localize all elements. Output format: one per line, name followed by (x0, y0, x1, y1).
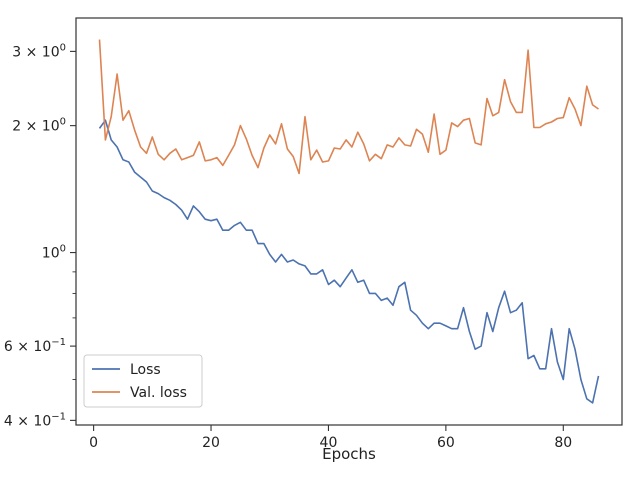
y-tick-label: 2 × 100 (12, 117, 66, 135)
y-tick-exponent: 0 (60, 117, 66, 128)
y-tick-label: 3 × 100 (12, 42, 66, 60)
y-tick-base: 10 (42, 246, 60, 262)
legend-box (83, 354, 203, 408)
y-tick-label: 6 × 10−1 (4, 337, 66, 355)
y-tick-exponent: −1 (51, 411, 66, 422)
y-tick-base: 4 × 10 (4, 413, 51, 429)
x-tick-label: 60 (437, 435, 455, 451)
x-tick-label: 20 (202, 435, 220, 451)
legend-label: Val. loss (130, 385, 187, 401)
series-layer (98, 39, 600, 404)
legend: Loss Val. loss (83, 354, 203, 408)
plot-frame (75, 17, 623, 426)
x-axis-label: Epochs (322, 445, 376, 463)
y-tick-exponent: 0 (60, 244, 66, 255)
x-tick-label: 80 (554, 435, 572, 451)
y-tick-base: 6 × 10 (4, 339, 51, 355)
y-tick-label: 100 (42, 244, 66, 262)
x-tick-label: 40 (320, 435, 338, 451)
y-tick-exponent: 0 (60, 42, 66, 53)
series-line-loss (98, 119, 600, 404)
legend-label: Loss (130, 362, 161, 378)
y-tick-base: 2 × 10 (12, 119, 59, 135)
series-line-val-loss (98, 39, 599, 175)
x-tick-label: 0 (89, 435, 98, 451)
x-axis: 0 20 40 60 80 (89, 425, 572, 451)
y-tick-base: 3 × 10 (12, 44, 59, 60)
y-tick-label: 4 × 10−1 (4, 411, 66, 429)
y-tick-exponent: −1 (51, 337, 66, 348)
